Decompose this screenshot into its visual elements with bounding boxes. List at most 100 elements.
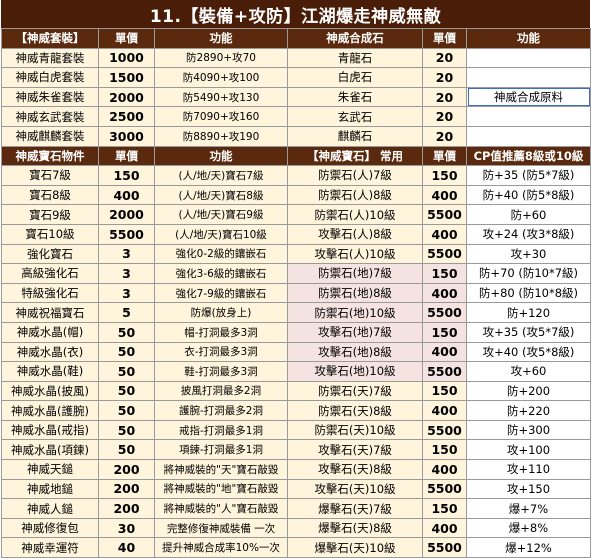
stone-name-cell: 攻擊石(地)8級	[287, 341, 423, 363]
function-cell: 帽-打洞最多3洞	[154, 321, 288, 343]
stone-name-cell: 防禦石(地)8級	[287, 282, 423, 304]
function-cell: 防7090+攻160	[154, 106, 288, 127]
item-name-cell: 寶石7級	[1, 165, 99, 186]
table-row: 神威水晶(項鍊) 50 項鍊-打洞最多1洞 攻擊石(天)7級 150 攻+100	[1, 439, 591, 461]
item-name-cell: 神威水晶(戒指)	[1, 419, 99, 441]
item-name-cell: 寶石10級	[1, 223, 99, 245]
stone-price-cell: 20	[422, 106, 467, 127]
stone-function-cell: 攻+110	[466, 459, 591, 480]
function-cell: 戒指-打洞最多1洞	[154, 419, 288, 441]
function-cell: 防5490+攻130	[154, 86, 288, 108]
stone-price-cell: 400	[422, 517, 467, 539]
table-row: 寶石8級 400 (人/地/天)寶石8級 防禦石(人)8級 400 防+40 (防5*8級…	[1, 184, 591, 206]
function-cell: 防4090+攻100	[154, 67, 288, 88]
function-cell: 項鍊-打洞最多1洞	[154, 439, 288, 461]
stone-price-cell: 5500	[422, 302, 467, 323]
column-header: 單價	[422, 28, 467, 49]
column-header: 單價	[98, 145, 155, 167]
table-row: 神威修復包 30 完整修復神威裝備 一次 爆擊石(天)8級 400 爆+8%	[1, 517, 591, 539]
stone-name-cell: 防禦石(天)10級	[287, 419, 423, 441]
item-name-cell: 寶石8級	[1, 184, 99, 206]
table-row: 神威水晶(帽) 50 帽-打洞最多3洞 攻擊石(地)7級 150 攻+35 (攻5*7級)	[1, 321, 591, 343]
item-name-cell: 神威修復包	[1, 517, 99, 539]
item-name-cell: 神威水晶(帽)	[1, 321, 99, 343]
stone-function-cell: 攻+150	[466, 478, 591, 500]
column-header: 【神威套裝】	[1, 28, 99, 49]
price-cell: 3	[98, 243, 155, 265]
stone-price-cell: 5500	[422, 243, 467, 265]
function-cell: 衣-打洞最多3洞	[154, 341, 288, 363]
stone-price-cell: 20	[422, 86, 467, 108]
table-row: 神威水晶(戒指) 50 戒指-打洞最多1洞 防禦石(天)10級 5500 防+300	[1, 419, 591, 441]
function-cell: 將神威裝的"天"寶石敲毀	[154, 459, 288, 480]
column-header: 單價	[98, 28, 155, 49]
stone-name-cell: 麒麟石	[287, 125, 423, 147]
item-name-cell: 神威天鎚	[1, 459, 99, 480]
price-cell: 50	[98, 341, 155, 363]
stone-price-cell: 400	[422, 459, 467, 480]
column-header: 神威寶石物件	[1, 145, 99, 167]
table-row: 神威青龍套裝 1000 防2890+攻70 青龍石 20	[1, 47, 591, 69]
stone-function-cell	[466, 47, 591, 69]
price-cell: 400	[98, 184, 155, 206]
price-cell: 3	[98, 282, 155, 304]
stone-name-cell: 攻擊石(地)10級	[287, 361, 423, 382]
function-cell: 鞋-打洞最多3洞	[154, 361, 288, 382]
table-row: 神威水晶(披風) 50 披風打洞最多2洞 防禦石(天)7級 150 防+200	[1, 380, 591, 402]
stone-function-cell	[466, 67, 591, 88]
item-name-cell: 寶石9級	[1, 204, 99, 225]
price-cell: 5	[98, 302, 155, 323]
table-row: 特級強化石 3 強化7-9級的鑲嵌石 防禦石(地)8級 400 防+80 (防10*8級)	[1, 282, 591, 304]
table-row: 寶石7級 150 (人/地/天)寶石7級 防禦石(人)7級 150 防+35 (防5*7級…	[1, 165, 591, 186]
price-cell: 50	[98, 321, 155, 343]
price-cell: 3000	[98, 125, 155, 147]
stone-price-cell: 5500	[422, 204, 467, 225]
stone-function-cell: 防+300	[466, 419, 591, 441]
column-header: 單價	[422, 145, 467, 167]
stone-function-cell: 防+40 (防5*8級)	[466, 184, 591, 206]
stone-price-cell: 150	[422, 165, 467, 186]
function-cell: 防2890+攻70	[154, 47, 288, 69]
stone-price-cell: 400	[422, 282, 467, 304]
stone-name-cell: 玄武石	[287, 106, 423, 127]
price-cell: 200	[98, 498, 155, 519]
item-name-cell: 神威水晶(鞋)	[1, 361, 99, 382]
column-header: 【神威寶石】 常用	[287, 145, 423, 167]
item-name-cell: 神威幸運符	[1, 537, 99, 558]
item-name-cell: 神威水晶(項鍊)	[1, 439, 99, 461]
stone-name-cell: 爆擊石(天)7級	[287, 498, 423, 519]
item-name-cell: 神威青龍套裝	[1, 47, 99, 69]
function-cell: (人/地/天)寶石8級	[154, 184, 288, 206]
item-name-cell: 神威麒麟套裝	[1, 125, 99, 147]
column-header: 神威合成石	[287, 28, 423, 49]
stone-function-cell: 防+200	[466, 380, 591, 402]
item-name-cell: 神威地鎚	[1, 478, 99, 500]
price-cell: 1500	[98, 67, 155, 88]
price-cell: 3	[98, 263, 155, 284]
table-row: 神威天鎚 200 將神威裝的"天"寶石敲毀 攻擊石(天)8級 400 攻+110	[1, 459, 591, 480]
stone-name-cell: 攻擊石(天)10級	[287, 478, 423, 500]
item-name-cell: 神威人鎚	[1, 498, 99, 519]
price-cell: 30	[98, 517, 155, 539]
stone-function-cell: 防+80 (防10*8級)	[466, 282, 591, 304]
table-row: 神威水晶(鞋) 50 鞋-打洞最多3洞 攻擊石(地)10級 5500 攻+60	[1, 361, 591, 382]
item-name-cell: 神威朱雀套裝	[1, 86, 99, 108]
stone-name-cell: 白虎石	[287, 67, 423, 88]
stone-name-cell: 爆擊石(天)10級	[287, 537, 423, 558]
function-cell: 披風打洞最多2洞	[154, 380, 288, 402]
table-row: 神威水晶(衣) 50 衣-打洞最多3洞 攻擊石(地)8級 400 攻+40 (攻5*8級)	[1, 341, 591, 363]
stone-price-cell: 5500	[422, 478, 467, 500]
function-cell: 防8890+攻190	[154, 125, 288, 147]
function-cell: 將神威裝的"地"寶石敲毀	[154, 478, 288, 500]
price-cell: 50	[98, 400, 155, 421]
stone-name-cell: 防禦石(人)7級	[287, 165, 423, 186]
stone-price-cell: 150	[422, 321, 467, 343]
stone-price-cell: 20	[422, 125, 467, 147]
stone-name-cell: 防禦石(人)8級	[287, 184, 423, 206]
stone-function-cell: 防+60	[466, 204, 591, 225]
stone-name-cell: 攻擊石(地)7級	[287, 321, 423, 343]
stone-price-cell: 5500	[422, 419, 467, 441]
stone-price-cell: 400	[422, 184, 467, 206]
function-cell: (人/地/天)寶石10級	[154, 223, 288, 245]
stone-function-cell: 防+120	[466, 302, 591, 323]
